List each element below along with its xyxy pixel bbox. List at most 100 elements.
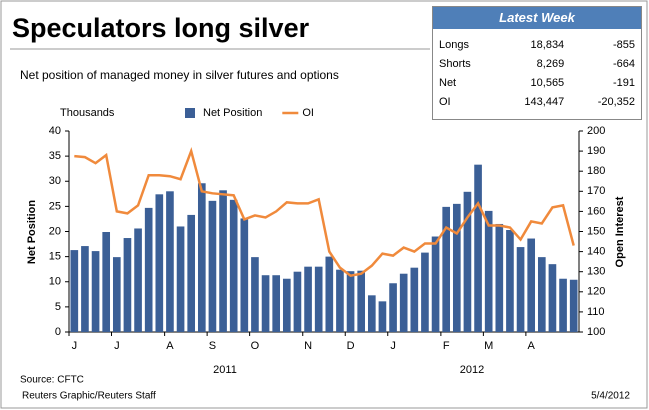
y2-axis-label: Open Interest xyxy=(614,196,626,267)
bar xyxy=(144,207,153,332)
bar xyxy=(484,210,493,332)
bar xyxy=(336,269,344,332)
x-tick-label: O xyxy=(251,340,260,352)
y2-tick-label: 100 xyxy=(587,326,605,338)
y2-tick-label: 170 xyxy=(587,185,605,197)
bar xyxy=(463,191,472,332)
bar xyxy=(219,190,227,332)
bar xyxy=(251,257,259,332)
x-tick-label: N xyxy=(304,340,312,352)
y2-tick-label: 160 xyxy=(587,205,605,217)
y2-tick-label: 190 xyxy=(587,145,605,157)
latest-week-box: Latest Week Longs 18,834 -855 Shorts 8,269 -6… xyxy=(432,6,642,120)
y2-tick-label: 110 xyxy=(587,306,605,318)
table-cell: 18,834 xyxy=(530,38,565,51)
bar xyxy=(389,283,397,332)
table-cell: 143,447 xyxy=(524,95,565,108)
legend-swatch xyxy=(185,108,195,118)
bar xyxy=(229,199,238,332)
bar xyxy=(187,214,196,332)
bar xyxy=(548,264,557,332)
bar xyxy=(421,252,429,332)
table-row: Shorts 8,269 -664 xyxy=(433,54,641,73)
bar xyxy=(537,257,546,332)
subtitle: Net position of managed money in silver … xyxy=(20,68,339,82)
legend-label: OI xyxy=(302,107,314,119)
bar xyxy=(134,228,142,332)
bar xyxy=(399,273,408,332)
y-tick-label: 10 xyxy=(49,276,61,288)
table-cell: -191 xyxy=(612,76,635,89)
credit: Reuters Graphic/Reuters Staff xyxy=(22,391,156,402)
table-cell: -664 xyxy=(612,57,635,70)
x-tick-label: S xyxy=(209,340,216,352)
bar xyxy=(410,267,419,332)
bar xyxy=(314,266,323,332)
y-tick-label: 25 xyxy=(49,200,61,212)
y2-tick-label: 120 xyxy=(587,286,605,298)
bar xyxy=(123,238,132,332)
table-cell: -855 xyxy=(612,38,635,51)
table-title: Latest Week xyxy=(433,7,641,29)
bar xyxy=(367,295,376,332)
bar xyxy=(197,183,206,332)
x-tick-label: J xyxy=(114,340,120,352)
y-tick-label: 15 xyxy=(49,251,61,263)
y-axis-label: Net Position xyxy=(26,200,38,264)
bar xyxy=(102,232,111,332)
y-tick-label: 35 xyxy=(49,150,61,162)
bar xyxy=(70,250,79,332)
bar xyxy=(240,218,249,332)
y-tick-label: 30 xyxy=(49,175,61,187)
chart-title: Speculators long silver xyxy=(12,13,310,43)
year-label: 2012 xyxy=(460,364,484,376)
bar xyxy=(272,275,281,332)
bar xyxy=(325,256,334,332)
bar xyxy=(293,271,302,332)
legend-label: Net Position xyxy=(203,107,262,119)
x-tick-label: J xyxy=(390,340,396,352)
y2-tick-label: 130 xyxy=(587,266,605,278)
bar xyxy=(166,191,174,332)
bar xyxy=(176,226,185,332)
bar xyxy=(346,271,355,332)
y2-tick-label: 140 xyxy=(587,246,605,258)
bar xyxy=(442,206,451,332)
bar xyxy=(91,251,100,332)
x-tick-label: D xyxy=(347,340,355,352)
table-cell: 8,269 xyxy=(536,57,565,70)
bar xyxy=(506,229,514,332)
y2-tick-label: 180 xyxy=(587,165,605,177)
bar xyxy=(282,278,291,332)
unit-label: Thousands xyxy=(60,107,115,119)
y-tick-label: 5 xyxy=(55,301,61,313)
y2-tick-label: 200 xyxy=(587,125,605,137)
x-tick-label: J xyxy=(72,340,78,352)
bar xyxy=(516,247,525,332)
bar xyxy=(495,223,504,332)
bar xyxy=(208,200,217,332)
y-tick-label: 0 xyxy=(55,326,61,338)
year-label: 2011 xyxy=(213,364,237,376)
source: Source: CFTC xyxy=(20,375,84,386)
x-tick-label: M xyxy=(484,340,493,352)
table-row: OI 143,447 -20,352 xyxy=(433,92,641,111)
table-cell: Longs xyxy=(439,38,469,51)
x-tick-label: A xyxy=(166,340,174,352)
table-row: Longs 18,834 -855 xyxy=(433,35,641,54)
y-tick-label: 40 xyxy=(49,125,61,137)
bar xyxy=(474,164,482,332)
x-tick-label: F xyxy=(443,340,450,352)
line xyxy=(74,147,575,278)
table-cell: Net xyxy=(439,76,457,89)
bar xyxy=(569,279,578,332)
y-tick-label: 20 xyxy=(49,225,61,237)
bar xyxy=(357,270,366,332)
bar xyxy=(559,278,567,332)
bar xyxy=(527,238,536,332)
bar xyxy=(261,275,270,332)
date: 5/4/2012 xyxy=(591,391,630,402)
table-cell: 10,565 xyxy=(530,76,565,89)
